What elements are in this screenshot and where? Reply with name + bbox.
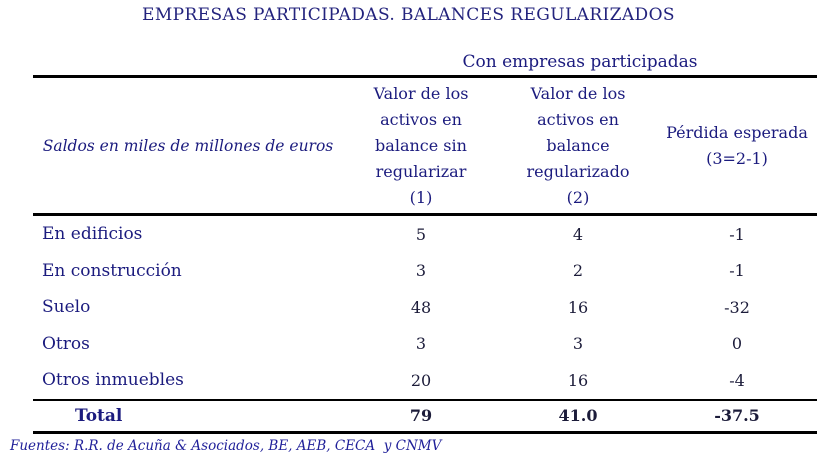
row-label: En edificios (42, 224, 143, 245)
row-label: Suelo (42, 297, 91, 318)
column-header-1: Valor de los activos en balance sin regu… (343, 78, 499, 213)
data-table: Con empresas participadas Saldos en mile… (33, 49, 817, 434)
cell-value: 20 (410, 370, 432, 390)
header-line: (2) (566, 187, 590, 207)
header-line: regularizar (375, 161, 467, 181)
header-line: Valor de los (530, 83, 626, 103)
total-value: 41.0 (558, 406, 598, 425)
cell-value: -1 (729, 261, 745, 281)
cell-value: 48 (410, 297, 432, 317)
cell-value: 2 (572, 261, 584, 281)
cell-value: 16 (567, 370, 589, 390)
stub-header: Saldos en miles de millones de euros (42, 136, 334, 155)
cell-value: 4 (572, 224, 584, 244)
header-line: Pérdida esperada (666, 122, 808, 142)
header-line: (3=2-1) (706, 148, 768, 168)
cell-value: -4 (729, 370, 745, 390)
table-row: En construcción 3 2 -1 (33, 253, 817, 290)
column-header-row: Saldos en miles de millones de euros Val… (33, 78, 817, 216)
cell-value: -32 (724, 297, 750, 317)
page-title: EMPRESAS PARTICIPADAS. BALANCES REGULARI… (142, 5, 675, 25)
header-line: regularizado (526, 161, 630, 181)
cell-value: 3 (415, 261, 427, 281)
cell-value: 3 (572, 334, 584, 354)
header-line: (1) (409, 187, 433, 207)
table-row: Otros inmuebles 20 16 -4 (33, 362, 817, 399)
header-line: activos en (380, 109, 462, 129)
row-label: Otros (42, 333, 90, 354)
total-row: Total 79 41.0 -37.5 (33, 398, 817, 431)
cell-value: 16 (567, 297, 589, 317)
cell-value: 3 (415, 334, 427, 354)
group-header-label: Con empresas participadas (462, 52, 698, 72)
table-body-area: Saldos en miles de millones de euros Val… (33, 75, 817, 434)
header-line: Valor de los (373, 83, 469, 103)
header-line: balance (546, 135, 610, 155)
row-label: En construcción (42, 260, 182, 281)
group-header-row: Con empresas participadas (33, 49, 817, 75)
total-value: -37.5 (714, 406, 760, 425)
cell-value: 0 (731, 334, 743, 354)
total-label: Total (75, 405, 123, 426)
cell-value: -1 (729, 224, 745, 244)
table-row: En edificios 5 4 -1 (33, 216, 817, 253)
header-line: activos en (537, 109, 619, 129)
sources-note: Fuentes: R.R. de Acuña & Asociados, BE, … (10, 437, 442, 454)
row-label: Otros inmuebles (42, 370, 184, 391)
table-row: Suelo 48 16 -32 (33, 289, 817, 326)
column-header-3: Pérdida esperada (3=2-1) (657, 78, 817, 213)
total-value: 79 (409, 406, 433, 425)
column-header-2: Valor de los activos en balance regulari… (499, 78, 657, 213)
table-row: Otros 3 3 0 (33, 326, 817, 363)
header-line: balance sin (375, 135, 467, 155)
cell-value: 5 (415, 224, 427, 244)
